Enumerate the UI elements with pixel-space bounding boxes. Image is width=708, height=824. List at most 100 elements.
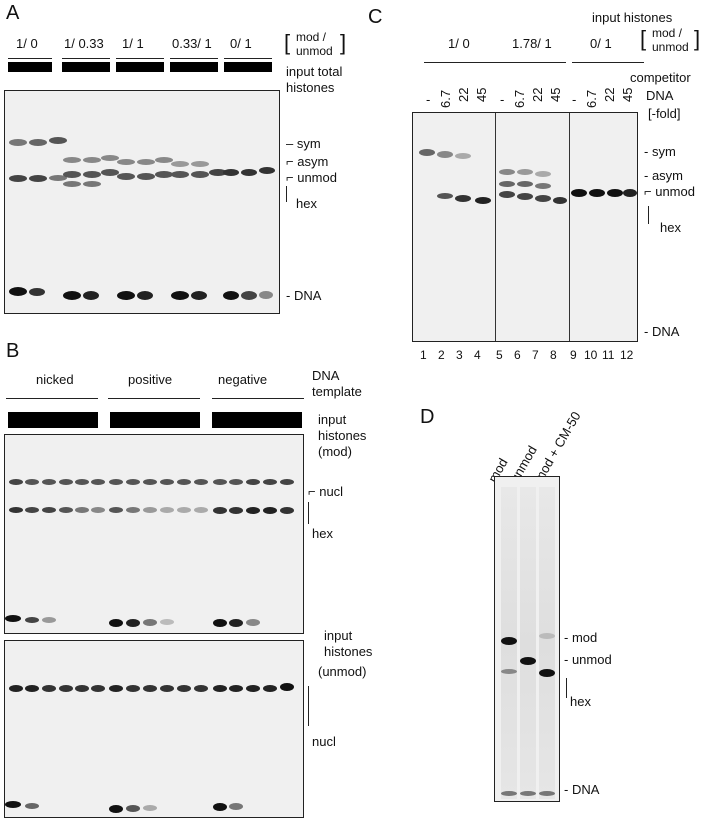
- panel-a-gel: [4, 90, 280, 314]
- panel-d-label-unmod: - unmod: [564, 652, 612, 667]
- panel-c-lane-conc: 45: [548, 87, 563, 102]
- panel-a-wedge: [224, 62, 272, 72]
- panel-a-group-label: 1/ 0: [16, 36, 38, 51]
- panel-c-input-histones: input histones: [592, 10, 673, 25]
- panel-c-dna: DNA: [646, 88, 674, 103]
- panel-c-lane-number: 8: [550, 348, 557, 362]
- panel-a-letter: A: [6, 2, 20, 24]
- panel-d-label-hex: hex: [570, 694, 591, 709]
- panel-b-wedge: [8, 412, 98, 428]
- panel-c-group-line: [572, 62, 644, 63]
- panel-a-label-hex: hex: [296, 196, 317, 211]
- panel-c-lane-number: 7: [532, 348, 539, 362]
- panel-b-wedge: [212, 412, 302, 428]
- panel-a-group-line: [170, 58, 218, 59]
- panel-c-label-hex: hex: [660, 220, 681, 235]
- panel-d-gel: [494, 476, 560, 802]
- panel-c-lane-number: 3: [456, 348, 463, 362]
- panel-c-letter: C: [368, 6, 383, 28]
- panel-b-gel-mod: [4, 434, 304, 634]
- panel-a-group-line: [224, 58, 272, 59]
- panel-a-input-label-1: input total: [286, 64, 343, 79]
- panel-b-mod-label-3: (mod): [318, 444, 352, 459]
- panel-c-lane-conc: 22: [602, 87, 617, 102]
- panel-d-lane-label: mod + CM-50: [531, 408, 584, 485]
- panel-c-ratio-unmod: unmod: [652, 40, 689, 54]
- panel-d-label-dna: - DNA: [564, 782, 600, 797]
- panel-d-hex-bracket: [566, 678, 567, 698]
- panel-b-unmod-label-3: (unmod): [318, 664, 367, 679]
- panel-c-lane-number: 4: [474, 348, 481, 362]
- panel-a-group-line: [62, 58, 110, 59]
- panel-a-wedge: [116, 62, 164, 72]
- panel-c-lane-conc: 45: [474, 87, 489, 102]
- panel-b-unmod-label-2: histones: [324, 644, 373, 659]
- panel-c-lane-number: 5: [496, 348, 503, 362]
- panel-c-label-asym: - asym: [644, 168, 684, 183]
- panel-a-label-asym: ⌐ asym: [286, 154, 329, 169]
- panel-c-ratio-bracket: [: [640, 26, 647, 51]
- panel-c-lane-number: 10: [584, 348, 598, 362]
- panel-c-label-sym: - sym: [644, 144, 676, 159]
- panel-b-label-nucl-bottom: nucl: [312, 734, 336, 749]
- panel-a-wedge: [62, 62, 110, 72]
- panel-b-hex-bracket: [308, 502, 309, 524]
- panel-c-competitor: competitor: [630, 70, 691, 85]
- panel-c-group-line: [424, 62, 494, 63]
- panel-c-lane-number: 11: [602, 348, 615, 362]
- panel-c-lane-conc: -: [500, 92, 505, 107]
- panel-b-label-hex: hex: [312, 526, 333, 541]
- panel-a-group-label: 0/ 1: [230, 36, 252, 51]
- panel-a-hex-bracket: [286, 186, 287, 202]
- panel-a-ratio-bracket: ]: [340, 30, 347, 55]
- panel-b-group-line: [108, 398, 200, 399]
- panel-b-unmod-label-1: input: [324, 628, 353, 643]
- panel-b-dna-label-1: DNA: [312, 368, 340, 383]
- panel-c-lane-conc: 6.7: [584, 89, 599, 108]
- panel-a-group-line: [116, 58, 164, 59]
- panel-c-ratio-bracket: ]: [694, 26, 701, 51]
- panel-a-wedge: [170, 62, 218, 72]
- panel-b-label-nucl-top: ⌐ nucl: [308, 484, 344, 499]
- panel-c-group-label: 0/ 1: [590, 36, 612, 51]
- panel-a-group-label: 1/ 0.33: [64, 36, 104, 51]
- panel-a-ratio-bracket: [: [284, 30, 291, 55]
- panel-a-wedge: [8, 62, 52, 72]
- panel-d-label-mod: - mod: [564, 630, 598, 645]
- panel-a-label-sym: – sym: [286, 136, 321, 151]
- panel-c-lane-conc: 22: [530, 87, 545, 102]
- panel-b-dna-label-2: template: [312, 384, 362, 399]
- panel-c-lane-number: 12: [620, 348, 634, 362]
- panel-c-lane-number: 6: [514, 348, 521, 362]
- panel-c-gel: [412, 112, 638, 342]
- panel-c-hex-bracket: [648, 206, 649, 224]
- panel-a-ratio-unmod: unmod: [296, 44, 333, 58]
- panel-c-lane-conc: 6.7: [512, 89, 527, 108]
- panel-c-lane-conc: 22: [456, 87, 471, 102]
- panel-c-group-line: [494, 62, 566, 63]
- panel-b-nucl-bracket-bottom: [308, 686, 309, 726]
- panel-a-label-unmod: ⌐ unmod: [286, 170, 337, 185]
- panel-b-gel-unmod: [4, 640, 304, 818]
- panel-a-input-label-2: histones: [286, 80, 335, 95]
- panel-b-group-line: [6, 398, 98, 399]
- panel-a-group-label: 0.33/ 1: [172, 36, 212, 51]
- panel-c-lane-conc: 45: [620, 87, 635, 102]
- panel-b-group-line: [212, 398, 304, 399]
- panel-b-template-label: positive: [128, 372, 173, 387]
- panel-c-lane-conc: -: [426, 92, 431, 107]
- panel-b-mod-label-1: input: [318, 412, 347, 427]
- panel-b-letter: B: [6, 340, 20, 362]
- panel-c-lane-number: 2: [438, 348, 445, 362]
- panel-a-label-dna: - DNA: [286, 288, 322, 303]
- panel-b-mod-label-2: histones: [318, 428, 367, 443]
- panel-c-lane-conc: 6.7: [438, 89, 453, 108]
- panel-c-group-label: 1/ 0: [448, 36, 470, 51]
- panel-c-ratio-mod: mod /: [652, 26, 683, 40]
- panel-c-group-label: 1.78/ 1: [512, 36, 552, 51]
- panel-c-label-unmod: ⌐ unmod: [644, 184, 695, 199]
- panel-b-template-label: negative: [218, 372, 268, 387]
- panel-c-lane-conc: -: [572, 92, 577, 107]
- panel-c-lane-number: 1: [420, 348, 427, 362]
- panel-b-wedge: [110, 412, 200, 428]
